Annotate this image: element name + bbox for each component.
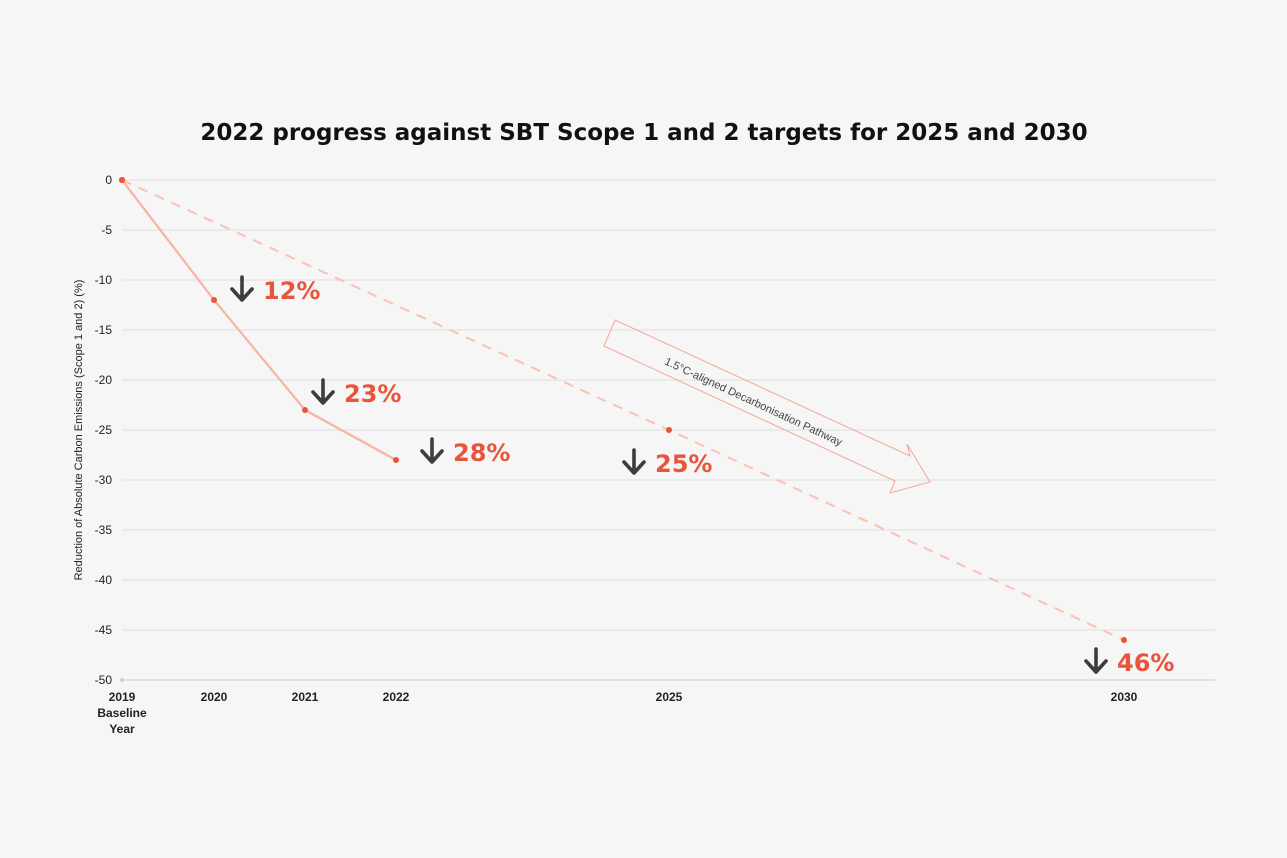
y-axis-label: Reduction of Absolute Carbon Emissions (… [73,280,85,581]
y-tick-label: -10 [95,273,113,287]
pathway-label: 1.5°C-aligned Decarbonisation Pathway [663,356,845,449]
actual-series-line [121,179,397,461]
target-series-line [121,179,1125,641]
y-tick-label: -15 [95,323,113,337]
arrow-down-icon [1084,647,1108,674]
series-lines [121,179,1125,641]
x-tick-label-line: 2021 [292,690,319,704]
data-label: 28% [453,439,510,467]
arrow-down-icon [230,275,254,302]
y-tick-label: -25 [95,423,113,437]
y-tick-label: -30 [95,473,113,487]
x-tick-label-line: 2019 [109,690,136,704]
data-label: 12% [263,277,320,305]
x-tick-label-line: 2025 [656,690,683,704]
axis-origin-dot [120,678,124,682]
data-label: 23% [344,380,401,408]
x-tick-label-line: Baseline [97,706,147,720]
arrow-down-icon [311,378,335,405]
y-tick-label: -35 [95,523,113,537]
data-point [302,407,308,413]
data-point [119,177,125,183]
x-tick-label: 2022 [383,690,410,704]
y-tick-labels: 0 -5 -10 -15 -20 -25 -30 -35 -40 -45 -50 [95,173,113,687]
x-tick-label: 2021 [292,690,319,704]
arrow-down-icon [622,448,646,475]
x-tick-label: 2030 [1111,690,1138,704]
y-tick-label: -45 [95,623,113,637]
x-tick-labels: 2019 Baseline Year 2020 2021 2022 2025 2030 [97,690,1137,736]
data-point [393,457,399,463]
pathway-arrow: 1.5°C-aligned Decarbonisation Pathway [603,319,931,494]
pathway-arrow-shape [603,319,931,494]
y-tick-label: -5 [101,223,112,237]
x-tick-label: 2025 [656,690,683,704]
y-tick-label: -20 [95,373,113,387]
x-tick-label-line: 2030 [1111,690,1138,704]
x-tick-label: 2020 [201,690,228,704]
data-label: 46% [1117,649,1174,677]
x-tick-label: 2019 Baseline Year [97,690,147,736]
y-tick-label: 0 [105,173,112,187]
y-tick-label: -50 [95,673,113,687]
data-point [666,427,672,433]
x-tick-label-line: Year [109,722,135,736]
data-point [211,297,217,303]
data-label: 25% [655,450,712,478]
annotations: 12% 23% 28% 25% 46% [230,275,1174,677]
chart-title: 2022 progress against SBT Scope 1 and 2 … [200,120,1087,146]
y-tick-label: -40 [95,573,113,587]
x-tick-label-line: 2022 [383,690,410,704]
data-markers [119,177,1127,682]
arrow-down-icon [420,437,444,464]
data-point [1121,637,1127,643]
x-tick-label-line: 2020 [201,690,228,704]
